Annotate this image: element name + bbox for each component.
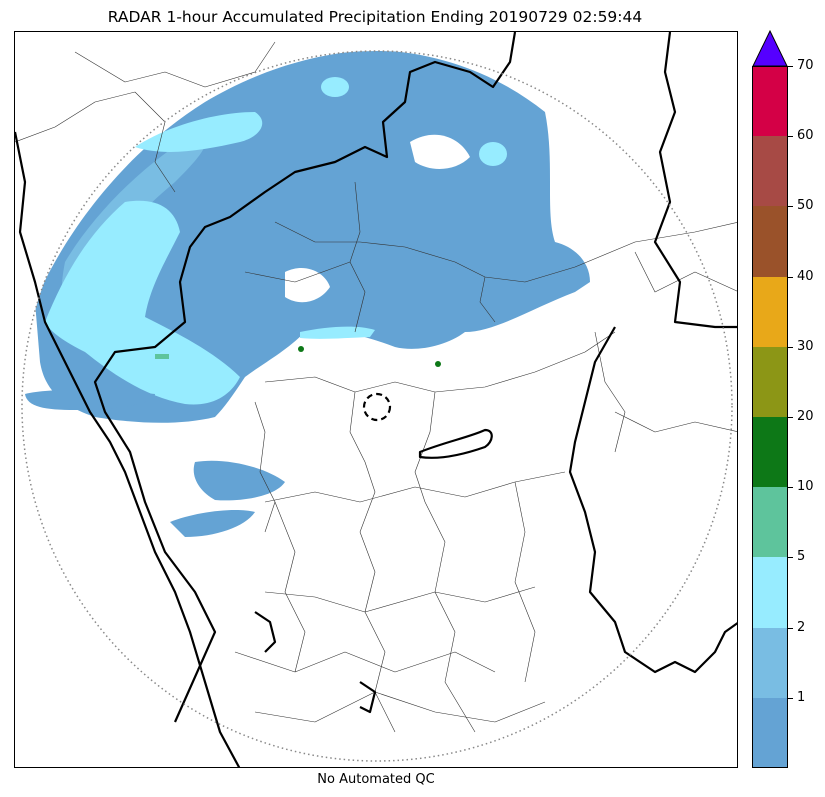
colorbar-tick-label: 20 — [797, 409, 814, 424]
colorbar-tick-label: 2 — [797, 619, 806, 635]
colorbar-tick-label: 10 — [797, 479, 814, 495]
qc-status-label: No Automated QC — [317, 772, 435, 787]
colorbar-bin — [752, 136, 788, 207]
district-boundaries — [15, 41, 737, 733]
colorbar-tick-label: 70 — [797, 58, 814, 73]
colorbar-tick — [788, 346, 793, 348]
colorbar-overflow-arrow — [752, 30, 788, 66]
precip-cell-medium — [155, 354, 169, 359]
chart-title: RADAR 1-hour Accumulated Precipitation E… — [107, 8, 643, 26]
colorbar-tick — [788, 557, 793, 559]
precip-cell-northeast — [479, 142, 507, 166]
precip-cell-green-2 — [435, 361, 441, 367]
colorbar-tick — [788, 136, 793, 138]
colorbar-tick — [788, 417, 793, 418]
colorbar-tick-label: 40 — [797, 268, 814, 284]
colorbar-bin — [752, 66, 788, 137]
colorbar-bin — [752, 346, 788, 417]
precip-cluster-south — [193, 460, 285, 501]
precip-cells-central — [300, 326, 375, 339]
colorbar-tick-label: 60 — [797, 128, 814, 144]
colorbar-bin — [752, 206, 788, 277]
colorbar-tick — [788, 66, 793, 67]
colorbar-frame — [752, 66, 788, 768]
radar-map-canvas — [15, 32, 737, 767]
colorbar-tick — [788, 276, 793, 278]
colorbar-bin — [752, 417, 788, 488]
precipitation-field — [25, 51, 590, 537]
colorbar-tick — [788, 697, 793, 699]
precip-area-heavy-north — [135, 112, 263, 152]
radar-map — [14, 31, 738, 768]
colorbar-tick — [788, 487, 793, 489]
precip-cell-green — [298, 346, 304, 352]
colorbar-tick-label: 50 — [797, 198, 814, 214]
precip-cell-north — [321, 77, 349, 97]
colorbar-tick-label: 5 — [797, 549, 806, 565]
radar-site-marker — [362, 392, 392, 422]
colorbar-bin — [752, 557, 788, 628]
precip-gap-north — [410, 134, 470, 169]
colorbar-tick — [788, 206, 793, 208]
colorbar-bin — [752, 276, 788, 347]
colorbar-tick — [788, 627, 793, 629]
colorbar-tick-label: 30 — [797, 338, 814, 354]
precip-area-heavy-west — [45, 200, 240, 405]
colorbar-bin — [752, 487, 788, 558]
colorbar-bin — [752, 697, 788, 768]
precip-cluster-south-2 — [170, 510, 255, 537]
precip-band-west — [25, 389, 155, 410]
precip-gap-northwest — [285, 267, 330, 303]
precip-area-moderate — [61, 127, 208, 322]
precipitation-colorbar: 1 2 5 10 20 30 40 50 60 70 — [752, 30, 814, 768]
state-boundaries — [15, 32, 737, 767]
radar-range-ring — [21, 50, 733, 762]
colorbar-tick-label: 1 — [797, 689, 806, 705]
colorbar-bin — [752, 627, 788, 698]
